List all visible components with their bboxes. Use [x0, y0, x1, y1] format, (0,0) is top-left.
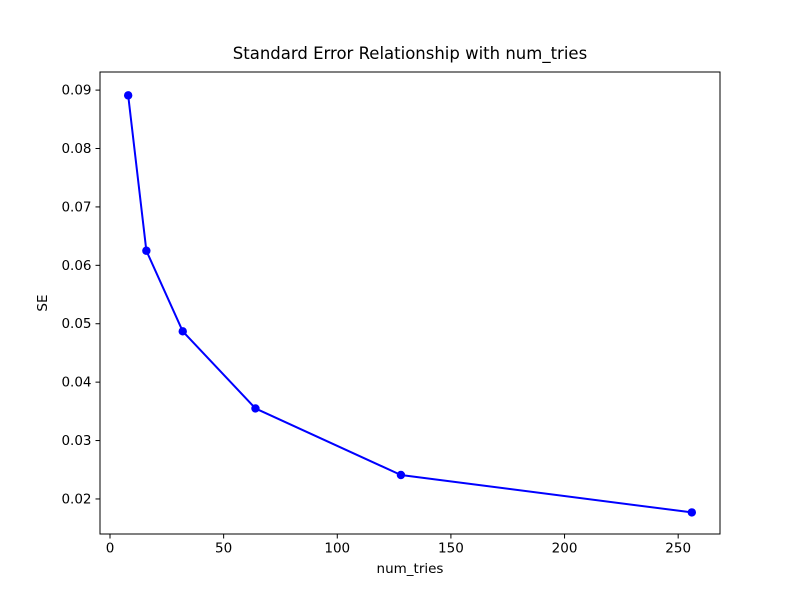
axes-frame	[99, 71, 721, 535]
y-tick-label: 0.02	[61, 491, 91, 507]
y-tick-label: 0.05	[61, 316, 91, 332]
tick-marks	[95, 89, 679, 539]
x-tick-label: 200	[552, 541, 578, 557]
x-tick-label: 0	[106, 541, 115, 557]
se-line	[127, 94, 693, 514]
y-tick-label: 0.09	[61, 83, 91, 99]
tick-labels: 0 50 100 150 200 250 0.02 0.03 0.04 0.05 0.06 0.07 0…	[61, 83, 691, 557]
y-tick-label: 0.06	[61, 258, 91, 274]
y-tick-label: 0.08	[61, 141, 91, 157]
data-point-marker	[687, 508, 697, 517]
x-tick-label: 150	[438, 541, 464, 557]
x-tick-label: 250	[665, 541, 691, 557]
data-point-marker	[123, 91, 133, 100]
y-tick-label: 0.04	[61, 375, 91, 391]
y-tick-label: 0.03	[61, 433, 91, 449]
x-tick-label: 100	[324, 541, 350, 557]
y-axis-label: SE	[35, 294, 51, 311]
plot-area	[100, 72, 720, 534]
data-point-marker	[178, 327, 187, 336]
data-point-marker	[251, 404, 260, 413]
chart-title: Standard Error Relationship with num_tri…	[233, 44, 587, 64]
x-axis-label: num_tries	[377, 561, 444, 577]
y-tick-label: 0.07	[61, 199, 91, 215]
line-series	[123, 91, 697, 517]
data-point-marker	[142, 246, 151, 255]
data-point-marker	[396, 470, 406, 480]
x-tick-label: 50	[215, 541, 232, 557]
